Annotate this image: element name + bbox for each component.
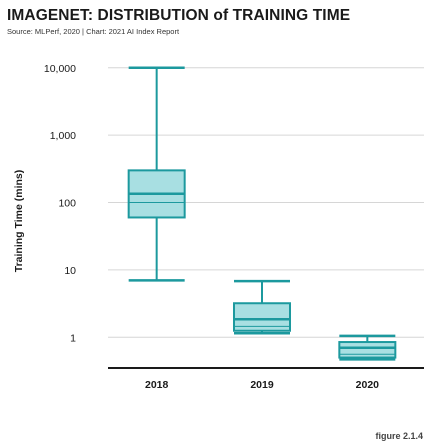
y-tick-label: 1 <box>70 332 76 344</box>
chart-title: IMAGENET: DISTRIBUTION of TRAINING TIME <box>7 7 351 24</box>
figure-label: figure 2.1.4 <box>375 431 423 441</box>
y-axis-label: Training Time (mins) <box>13 170 25 273</box>
x-tick-label: 2018 <box>145 379 169 391</box>
x-tick-label: 2019 <box>250 379 274 391</box>
x-tick-label: 2020 <box>356 379 380 391</box>
y-tick-label: 100 <box>58 198 76 210</box>
chart-source: Source: MLPerf, 2020 | Chart: 2021 AI In… <box>7 27 180 36</box>
y-tick-label: 1,000 <box>50 130 76 142</box>
y-tick-label: 10 <box>64 265 76 277</box>
y-tick-label: 10,000 <box>44 63 76 75</box>
box-2020 <box>338 341 397 359</box>
